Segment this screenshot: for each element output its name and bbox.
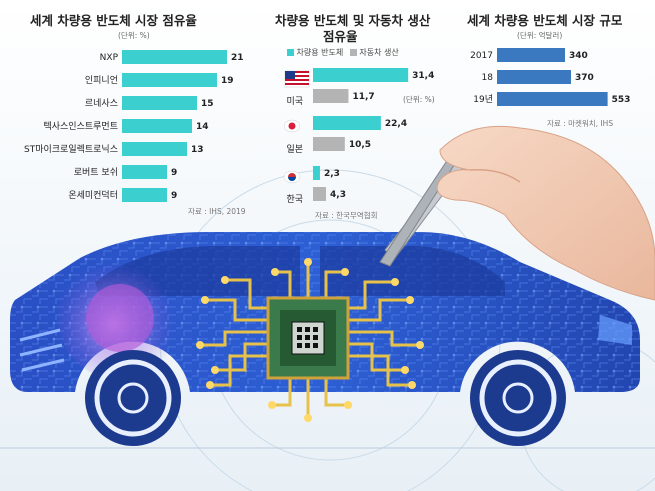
category-label: 르네사스 bbox=[85, 98, 118, 109]
country-label: 한국 bbox=[286, 194, 303, 205]
bar bbox=[122, 119, 192, 133]
panel2-unit: (단위: %) bbox=[403, 95, 435, 104]
bar bbox=[122, 142, 187, 156]
value-label: 19 bbox=[221, 76, 234, 86]
value-label: 11,7 bbox=[352, 92, 374, 102]
panel2-title-line2: 점유율 bbox=[323, 29, 358, 44]
production-share-chart: 미국 31,4 11,7 일본 22,4 10,5 한국 2,3 4,3 bbox=[286, 68, 434, 205]
country-label: 미국 bbox=[286, 96, 303, 107]
country-label: 일본 bbox=[286, 144, 303, 155]
panel3-source: 자료 : 마켓워치, IHS bbox=[547, 119, 614, 128]
year-label: 18 bbox=[482, 73, 494, 83]
category-label: 로버트 보쉬 bbox=[74, 167, 118, 178]
bar bbox=[122, 188, 167, 202]
year-label: 19년 bbox=[473, 94, 493, 105]
value-label: 9 bbox=[171, 168, 177, 178]
panel3-unit: (단위: 억달러) bbox=[517, 31, 563, 40]
panel1-title: 세계 차량용 반도체 시장 점유율 bbox=[30, 13, 197, 28]
bar bbox=[313, 187, 327, 201]
value-label: 2,3 bbox=[324, 169, 340, 179]
korea-flag-icon bbox=[283, 170, 301, 184]
legend-label-semiconductor: 차량용 반도체 bbox=[296, 48, 344, 57]
bar bbox=[122, 50, 227, 64]
category-label: 온세미컨덕터 bbox=[68, 190, 118, 201]
bar bbox=[497, 92, 608, 106]
market-share-panel: 세계 차량용 반도체 시장 점유율 (단위: %) NXP 21 인피니언 19 르네사… bbox=[0, 0, 250, 220]
bar bbox=[313, 166, 320, 180]
panel1-unit: (단위: %) bbox=[118, 31, 150, 40]
legend-swatch-semiconductor bbox=[287, 49, 294, 56]
value-label: 21 bbox=[231, 53, 244, 63]
hand-with-tweezers-icon bbox=[379, 125, 655, 301]
bar bbox=[313, 137, 345, 151]
value-label: 553 bbox=[612, 95, 631, 105]
production-share-panel: 차량용 반도체 및 자동차 생산 점유율 차량용 반도체 자동차 생산 (단위:… bbox=[255, 0, 455, 225]
legend-label-production: 자동차 생산 bbox=[359, 48, 399, 57]
japan-flag-icon bbox=[283, 119, 301, 133]
category-label: ST마이크로일렉트로닉스 bbox=[24, 144, 118, 155]
panel3-title: 세계 차량용 반도체 시장 규모 bbox=[467, 13, 623, 28]
panel2-title-line1: 차량용 반도체 및 자동차 생산 bbox=[275, 13, 431, 28]
value-label: 10,5 bbox=[349, 140, 371, 150]
value-label: 340 bbox=[569, 51, 588, 61]
bar bbox=[122, 165, 167, 179]
value-label: 22,4 bbox=[385, 119, 407, 129]
gold-trace-pads bbox=[196, 258, 424, 422]
bar bbox=[122, 96, 197, 110]
gold-traces bbox=[198, 260, 422, 420]
value-label: 15 bbox=[201, 99, 214, 109]
value-label: 4,3 bbox=[330, 190, 346, 200]
value-label: 31,4 bbox=[412, 71, 434, 81]
semiconductor-chip bbox=[266, 296, 350, 380]
year-label: 2017 bbox=[470, 51, 493, 61]
market-size-chart: 2017 340 18 370 19년 553 bbox=[470, 48, 631, 106]
us-flag-icon bbox=[284, 70, 310, 88]
category-label: NXP bbox=[100, 53, 119, 63]
panel2-source: 자료 : 한국무역협회 bbox=[315, 211, 378, 220]
bar bbox=[313, 116, 381, 130]
value-label: 370 bbox=[575, 73, 594, 83]
bar bbox=[497, 48, 565, 62]
value-label: 14 bbox=[196, 122, 209, 132]
category-label: 텍사스인스트루먼트 bbox=[43, 121, 118, 132]
bar bbox=[497, 70, 571, 84]
value-label: 13 bbox=[191, 145, 204, 155]
legend-swatch-production bbox=[349, 49, 357, 56]
bar bbox=[122, 73, 217, 87]
market-size-panel: 세계 차량용 반도체 시장 규모 (단위: 억달러) 2017 340 18 370 1… bbox=[455, 0, 655, 130]
panel2-legend: 차량용 반도체 자동차 생산 bbox=[287, 47, 399, 58]
value-label: 9 bbox=[171, 191, 177, 201]
panel1-source: 자료 : IHS, 2019 bbox=[188, 207, 246, 216]
bar bbox=[313, 68, 409, 82]
market-share-chart: NXP 21 인피니언 19 르네사스 15 텍사스인스트루먼트 14 ST마이크로일렉트로닉스… bbox=[24, 50, 244, 202]
category-label: 인피니언 bbox=[85, 74, 118, 86]
bar bbox=[313, 89, 349, 103]
